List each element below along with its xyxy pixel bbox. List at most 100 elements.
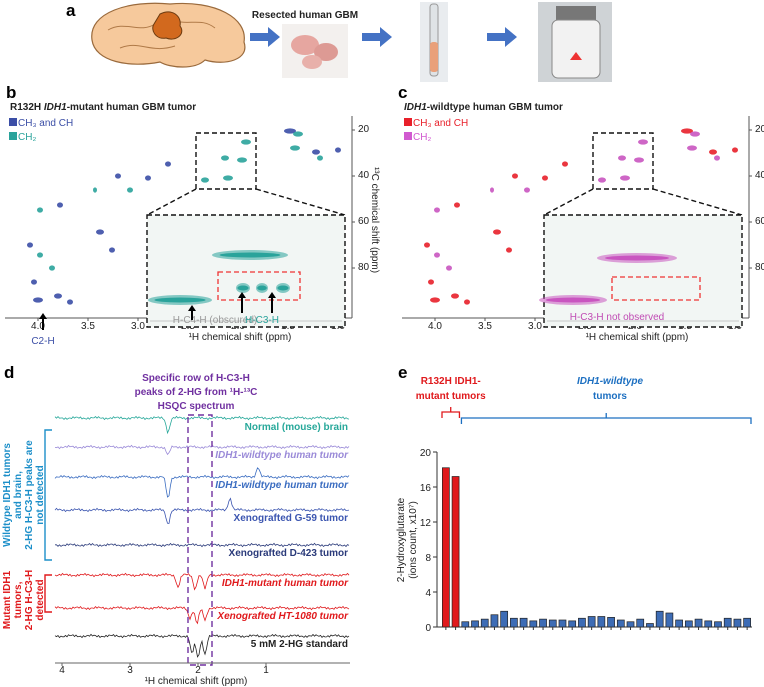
- bar: [743, 617, 751, 628]
- zoom-line: [543, 188, 594, 216]
- peak: [37, 252, 43, 258]
- bar: [665, 612, 674, 628]
- inset-peak-core: [605, 255, 669, 261]
- peak: [57, 202, 63, 208]
- y-tick-label: 20: [358, 124, 370, 135]
- trace-label: 5 mM 2-HG standard: [251, 639, 348, 650]
- inset-peak-core: [237, 285, 249, 291]
- title-part: R132H: [10, 102, 44, 113]
- group-label: mutant tumors: [416, 391, 486, 402]
- annotation: C2-H: [31, 336, 54, 347]
- zoom-line: [255, 188, 346, 216]
- sample: [430, 42, 438, 72]
- peak-row-box: [187, 414, 213, 666]
- peak: [464, 299, 470, 305]
- panel-label: a: [66, 1, 76, 20]
- peak: [434, 207, 440, 213]
- x-tick-label: 4.0: [428, 321, 442, 332]
- x-tick-label: 1: [263, 665, 269, 676]
- y-tick-label: 12: [420, 518, 432, 529]
- peak: [335, 147, 341, 153]
- tumor: [152, 11, 183, 40]
- inset: [146, 214, 346, 328]
- bar: [578, 617, 586, 628]
- bar: [480, 618, 489, 628]
- panel-label: b: [6, 83, 16, 102]
- peak: [732, 147, 738, 153]
- x-axis-label: ¹H chemical shift (ppm): [586, 332, 689, 343]
- title-line: Specific row of H-C3-H: [142, 373, 250, 384]
- y-tick-label: 16: [420, 483, 432, 494]
- tube-photo: [420, 2, 448, 82]
- title-line: peaks of 2-HG from ¹H-¹³C: [135, 387, 258, 398]
- peak: [620, 175, 630, 181]
- annotation: H-C3-H: [245, 315, 279, 326]
- trace-label: IDH1-wildtype human tumor: [215, 480, 349, 491]
- peak: [49, 265, 55, 271]
- trace: [54, 444, 350, 456]
- bar: [442, 467, 450, 628]
- peak: [33, 297, 43, 303]
- group-bracket: [441, 407, 461, 418]
- y-tick-label: 40: [755, 170, 764, 181]
- y-tick-label: 8: [425, 553, 431, 564]
- magnet-top: [556, 6, 596, 20]
- trace: [55, 542, 350, 548]
- spectrometer-photo: [538, 2, 612, 82]
- y-tick-label: 80: [358, 262, 370, 273]
- bar: [539, 618, 547, 628]
- peak: [454, 202, 460, 208]
- peak: [54, 293, 62, 299]
- panel-label: e: [398, 363, 407, 382]
- peak: [598, 177, 606, 183]
- bar: [655, 610, 664, 628]
- inset-peak-core: [277, 285, 289, 291]
- peak: [27, 242, 33, 248]
- trace: [54, 633, 350, 658]
- legend-label: CH₃ and CH: [413, 118, 468, 129]
- y-tick-label: 20: [755, 124, 764, 135]
- bar: [558, 619, 567, 628]
- inset-peak-core: [545, 297, 601, 303]
- peak: [221, 155, 229, 161]
- group-label: Wildtype IDH1 tumors: [2, 443, 13, 547]
- bar: [684, 620, 693, 628]
- zoom-box: [592, 132, 654, 190]
- bar: [646, 623, 654, 628]
- peak: [634, 157, 644, 163]
- y-tick-label: 80: [755, 262, 764, 273]
- group-label: detected: [35, 579, 46, 620]
- title-line: HSQC spectrum: [158, 401, 235, 412]
- y-axis-label: ¹³C chemical shift (ppm): [369, 167, 380, 273]
- peak: [490, 187, 494, 193]
- group-label: 2-HG H-C3-H peaks are: [24, 440, 35, 550]
- panel-title: IDH1-wildtype human GBM tumor: [404, 102, 563, 113]
- arrow: [362, 27, 392, 47]
- trace: [54, 467, 350, 498]
- trace: [54, 497, 350, 524]
- peak: [237, 157, 247, 163]
- trace-label: IDH1-wildtype human tumor: [215, 450, 349, 461]
- highlight-box: [217, 271, 301, 301]
- bar: [500, 610, 509, 628]
- x-tick-label: 4.0: [31, 321, 45, 332]
- y-tick-label: 60: [755, 216, 764, 227]
- y-axis-label: 2-Hydroxyglutarate: [396, 497, 407, 582]
- peak: [109, 247, 115, 253]
- peak: [690, 131, 700, 137]
- x-tick-label: 3: [127, 665, 133, 676]
- peak: [317, 155, 323, 161]
- inset: [543, 214, 743, 328]
- bar: [529, 620, 538, 628]
- zoom-line: [146, 188, 197, 216]
- highlight-box: [611, 276, 701, 301]
- bar: [597, 616, 606, 628]
- peak: [542, 175, 548, 181]
- trace-stack: Normal (mouse) brain IDH1-wildtype human …: [2, 414, 350, 687]
- legend-label: CH₃ and CH: [18, 118, 73, 129]
- tissue: [302, 55, 322, 69]
- legend-label: CH₂: [413, 132, 431, 143]
- zoom-box: [195, 132, 257, 190]
- trace: [54, 572, 350, 591]
